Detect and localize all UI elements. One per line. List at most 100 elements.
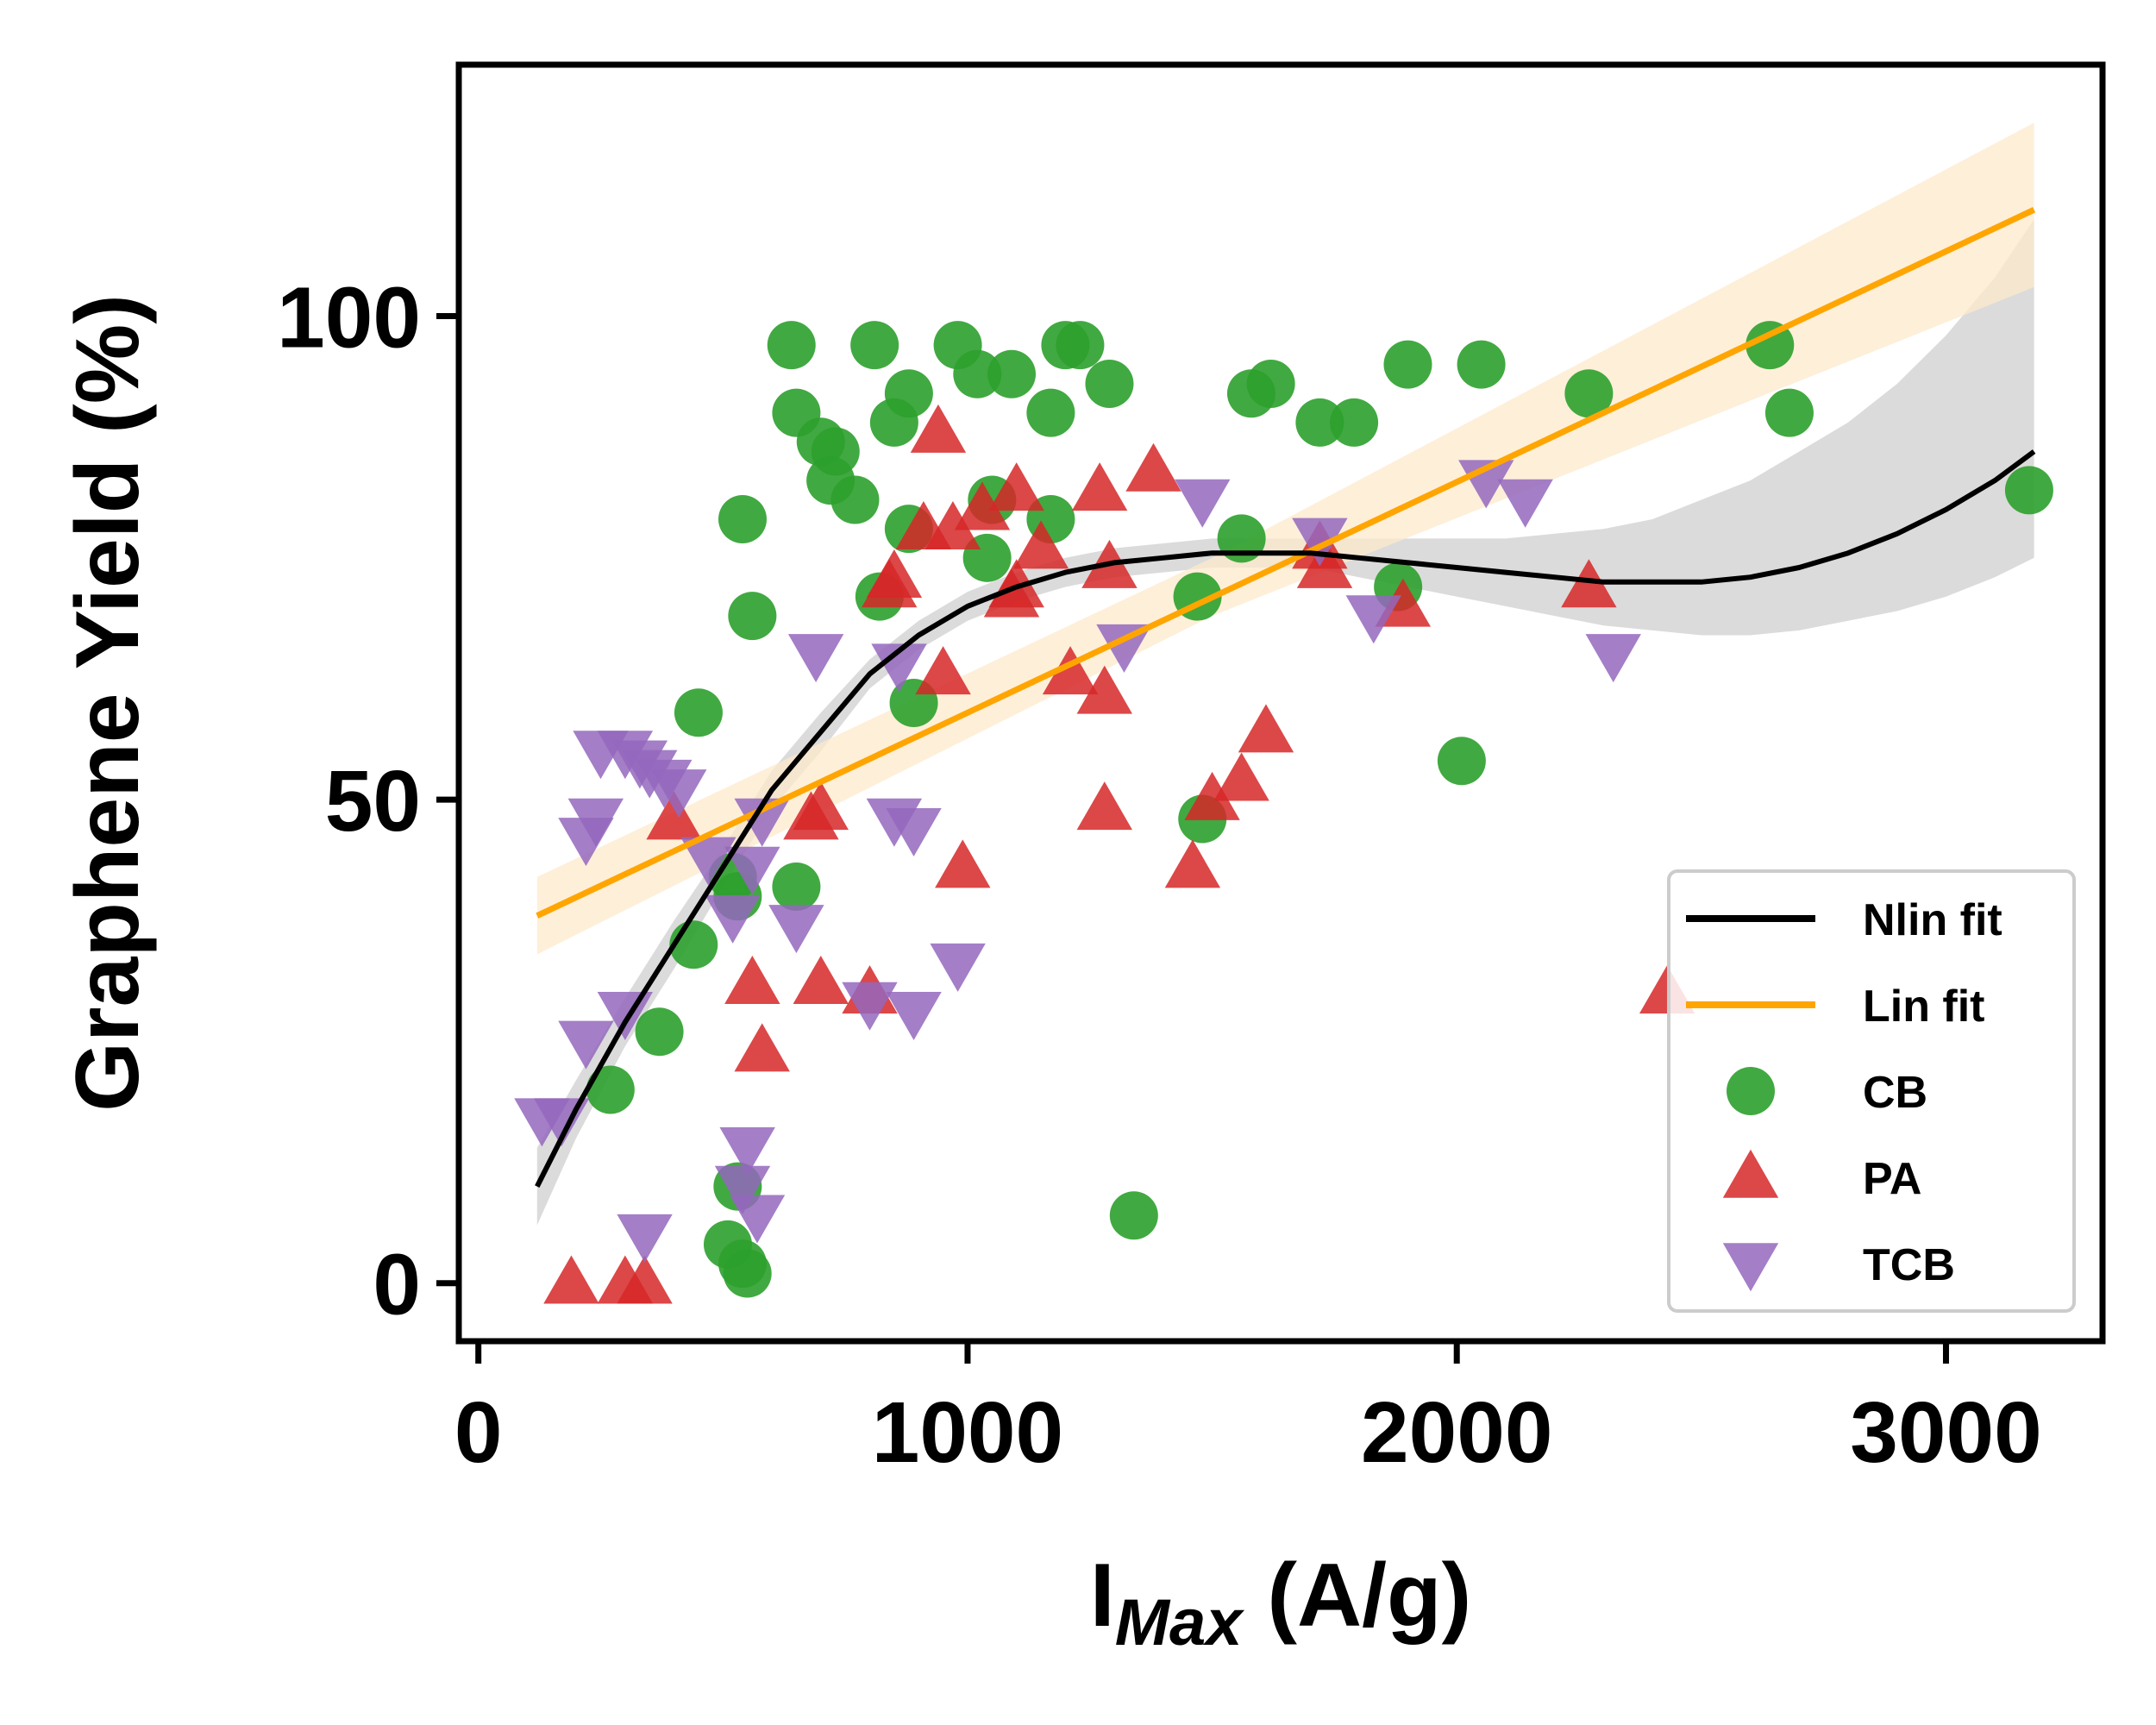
data-point-cb [1764, 388, 1814, 437]
data-point-tcb [714, 1165, 771, 1214]
data-point-pa [895, 500, 952, 549]
data-point-cb [1745, 321, 1795, 370]
data-point-cb [1564, 369, 1614, 418]
legend-label: PA [1863, 1154, 1921, 1204]
legend-box [1667, 869, 2076, 1313]
data-point-tcb [705, 894, 761, 944]
data-point-tcb [886, 807, 942, 856]
data-point-cb [1457, 340, 1506, 389]
data-point-pa [915, 646, 971, 695]
legend-swatch-marker [1722, 1149, 1779, 1198]
data-point-pa [1184, 771, 1240, 820]
data-point-tcb [1175, 479, 1231, 528]
data-point-tcb [768, 905, 824, 954]
data-point-pa [1164, 839, 1221, 888]
data-point-pa [543, 1255, 599, 1304]
data-point-tcb [558, 1020, 614, 1070]
confidence-bands [536, 122, 2034, 1226]
legend-entry-lin-fit: Lin fit [1686, 982, 1985, 1032]
data-point-pa [1296, 539, 1353, 588]
data-point-tcb [724, 846, 780, 895]
x-axis-ticks: 0 1000 2000 3000 [454, 1341, 2042, 1481]
data-point-tcb [558, 818, 614, 867]
data-point-cb [1246, 360, 1295, 408]
data-point-cb [850, 321, 899, 370]
legend: Nlin fit Lin fit CB PA TCB [1667, 869, 2076, 1313]
data-point-cb [1109, 1191, 1158, 1240]
x-axis-label-main: I [1090, 1546, 1115, 1646]
data-point-pa [954, 481, 1011, 530]
data-point-pa [724, 955, 780, 1004]
data-point-tcb [1096, 624, 1152, 673]
y-axis-ticks: 0 50 100 [277, 270, 459, 1333]
data-point-tcb [1345, 595, 1401, 644]
data-point-cb [635, 1007, 684, 1057]
data-point-tcb [680, 837, 736, 886]
legend-label: Lin fit [1863, 982, 1985, 1032]
data-point-pa [734, 1023, 790, 1072]
legend-label: Nlin fit [1863, 895, 2002, 945]
data-point-pa [983, 568, 1040, 618]
data-point-cb [953, 349, 1002, 398]
data-point-pa [617, 1255, 673, 1304]
nlin-fit-line [535, 449, 2036, 1188]
legend-entry-pa: PA [1722, 1149, 1921, 1204]
legend-swatch-marker [1722, 1243, 1779, 1292]
y-tick-label: 0 [373, 1237, 421, 1333]
y-tick-label: 100 [277, 270, 421, 367]
data-point-cb [1437, 737, 1486, 786]
data-point-pa [793, 955, 849, 1004]
y-tick-label: 50 [325, 753, 421, 850]
data-point-cb [723, 1249, 772, 1298]
data-point-tcb [842, 982, 898, 1031]
x-axis-label-subscript: Max [1115, 1586, 1245, 1659]
legend-label: CB [1863, 1068, 1927, 1118]
x-axis-label-unit: (A/g) [1243, 1546, 1472, 1646]
series-pa [543, 404, 1695, 1304]
data-point-tcb [930, 943, 986, 992]
data-point-cb [2004, 466, 2053, 515]
data-point-cb [718, 494, 768, 543]
data-point-pa [1561, 559, 1617, 608]
lin-fit-confidence-band [536, 122, 2034, 955]
data-point-cb [586, 1065, 635, 1114]
data-point-pa [646, 791, 702, 840]
data-point-cb [1026, 388, 1075, 437]
data-point-pa [1076, 781, 1132, 831]
plot-frame [455, 61, 2106, 1345]
lin-fit-line [536, 207, 2036, 919]
y-axis-label: Graphene Yield (%) [58, 294, 158, 1112]
data-point-cb [1383, 340, 1432, 389]
data-point-tcb [886, 991, 942, 1040]
data-point-pa [793, 781, 849, 831]
data-point-tcb [1585, 634, 1641, 683]
data-point-tcb [787, 634, 844, 683]
data-point-cb [830, 475, 880, 524]
data-point-cb [728, 592, 777, 641]
data-point-tcb [1497, 479, 1553, 528]
data-point-pa [1238, 704, 1294, 753]
legend-entry-cb: CB [1727, 1067, 1927, 1118]
data-point-pa [1012, 520, 1069, 569]
data-point-cb [1056, 321, 1105, 370]
x-tick-label: 2000 [1361, 1384, 1552, 1481]
x-tick-label: 0 [454, 1384, 503, 1481]
data-point-cb [869, 398, 918, 447]
data-point-cb [772, 862, 821, 912]
data-point-pa [1042, 646, 1099, 695]
x-tick-label: 1000 [872, 1384, 1063, 1481]
data-point-tcb [651, 769, 707, 819]
data-point-tcb [1292, 518, 1348, 567]
data-point-tcb [871, 643, 927, 693]
x-tick-label: 3000 [1850, 1384, 2041, 1481]
legend-entry-tcb: TCB [1722, 1240, 1955, 1292]
legend-swatch-marker [1727, 1067, 1775, 1115]
data-point-pa [1071, 462, 1128, 511]
data-point-tcb [734, 798, 790, 847]
data-point-pa [910, 404, 967, 453]
data-point-cb [1330, 398, 1379, 447]
legend-entry-nlin-fit: Nlin fit [1686, 895, 2002, 945]
data-point-pa [988, 462, 1044, 511]
legend-label: TCB [1863, 1240, 1955, 1290]
